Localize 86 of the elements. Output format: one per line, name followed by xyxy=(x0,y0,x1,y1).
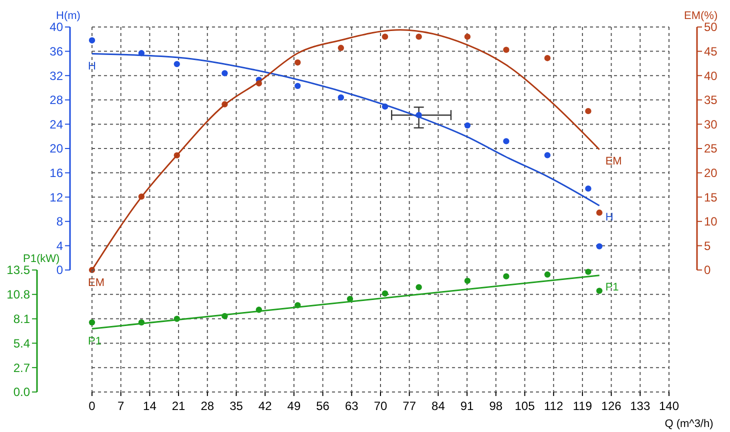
y-tick-label: 16 xyxy=(50,166,64,180)
point xyxy=(544,55,551,62)
point xyxy=(294,82,301,90)
x-tick-label: 21 xyxy=(172,399,186,413)
point xyxy=(544,271,551,278)
y-tick-label: 28 xyxy=(50,93,64,108)
point xyxy=(544,152,551,158)
x-tick-label: 126 xyxy=(601,399,622,413)
y-tick-label: 24 xyxy=(50,117,64,132)
y-tick-label: 13.5 xyxy=(6,263,30,278)
y2-tick-label: 25 xyxy=(704,142,718,156)
x-tick-label: 63 xyxy=(344,399,359,413)
y-tick-label: 40 xyxy=(50,20,64,34)
y2-tick-label: 40 xyxy=(704,68,718,83)
x-tick-label: 140 xyxy=(658,399,680,413)
point xyxy=(416,284,422,290)
y-tick-label: 4 xyxy=(56,238,64,253)
y-tick-label: 20 xyxy=(50,142,64,156)
series-label: H xyxy=(88,60,96,73)
x-tick-label: 35 xyxy=(230,399,244,413)
point xyxy=(596,210,602,216)
x-axis-title: Q (m^3/h) xyxy=(664,418,714,430)
point xyxy=(464,34,471,40)
point xyxy=(174,60,180,68)
y-tick-label: 0 xyxy=(56,263,64,278)
x-tick-label: 0 xyxy=(88,399,96,413)
y-tick-label: 2.7 xyxy=(13,360,30,375)
point xyxy=(338,94,344,101)
text: H xyxy=(605,212,614,224)
y-tick-label: 32 xyxy=(50,68,64,83)
point xyxy=(503,273,510,280)
y2-tick-label: 10 xyxy=(704,214,718,229)
x-tick-label: 119 xyxy=(572,399,592,413)
point xyxy=(585,186,592,192)
y-axis-title: P1(kW) xyxy=(23,253,60,265)
x-tick-label: 133 xyxy=(630,399,650,413)
y2-tick-label: 20 xyxy=(704,166,718,180)
text: P1 xyxy=(605,281,619,294)
point xyxy=(88,37,96,44)
x-tick-label: 98 xyxy=(489,399,503,413)
y-tick-label: 10.8 xyxy=(6,288,30,302)
text: EM xyxy=(605,155,622,168)
y2-tick-label: 30 xyxy=(704,117,718,132)
x-tick-label: 112 xyxy=(544,399,564,413)
point xyxy=(596,243,602,250)
y-tick-label: 8 xyxy=(56,214,64,229)
point xyxy=(464,278,471,284)
series-label: P1 xyxy=(88,336,102,348)
point xyxy=(596,288,602,294)
x-tick-label: 42 xyxy=(258,399,272,413)
x-tick-label: 70 xyxy=(374,399,388,413)
point xyxy=(416,34,422,40)
x-tick-label: 84 xyxy=(432,399,446,413)
y2-tick-label: 15 xyxy=(704,190,718,204)
point xyxy=(585,108,592,114)
y2-tick-label: 50 xyxy=(704,20,718,34)
x-tick-label: 28 xyxy=(200,399,214,413)
y2-tick-label: 35 xyxy=(704,93,718,108)
x-tick-label: 91 xyxy=(460,399,474,413)
x-tick-label: 77 xyxy=(402,399,416,413)
point xyxy=(382,34,388,40)
x-tick-label: 14 xyxy=(143,399,157,413)
x-tick-label: 56 xyxy=(316,399,330,413)
point xyxy=(222,70,228,76)
y2-tick-label: 0 xyxy=(704,263,711,278)
point xyxy=(294,59,301,66)
x-tick-label: 105 xyxy=(514,399,536,413)
y2-axis-title: EM(%) xyxy=(684,10,718,22)
y-tick-label: 0.0 xyxy=(13,385,30,400)
point xyxy=(503,138,510,144)
y2-tick-label: 5 xyxy=(704,238,711,253)
point xyxy=(88,319,96,326)
y-axis-title: H(m) xyxy=(56,10,80,22)
point xyxy=(338,44,344,51)
point xyxy=(382,290,388,297)
y-tick-label: 12 xyxy=(50,190,64,204)
x-tick-label: 7 xyxy=(118,399,125,413)
x-tick-label: 49 xyxy=(287,399,301,413)
y-tick-label: 5.4 xyxy=(13,336,30,350)
y2-tick-label: 45 xyxy=(704,44,718,58)
point xyxy=(464,122,471,128)
point xyxy=(503,46,510,53)
y-tick-label: 36 xyxy=(50,44,64,58)
y-tick-label: 8.1 xyxy=(13,312,30,326)
point xyxy=(585,268,592,275)
series-label: EM xyxy=(88,277,104,289)
